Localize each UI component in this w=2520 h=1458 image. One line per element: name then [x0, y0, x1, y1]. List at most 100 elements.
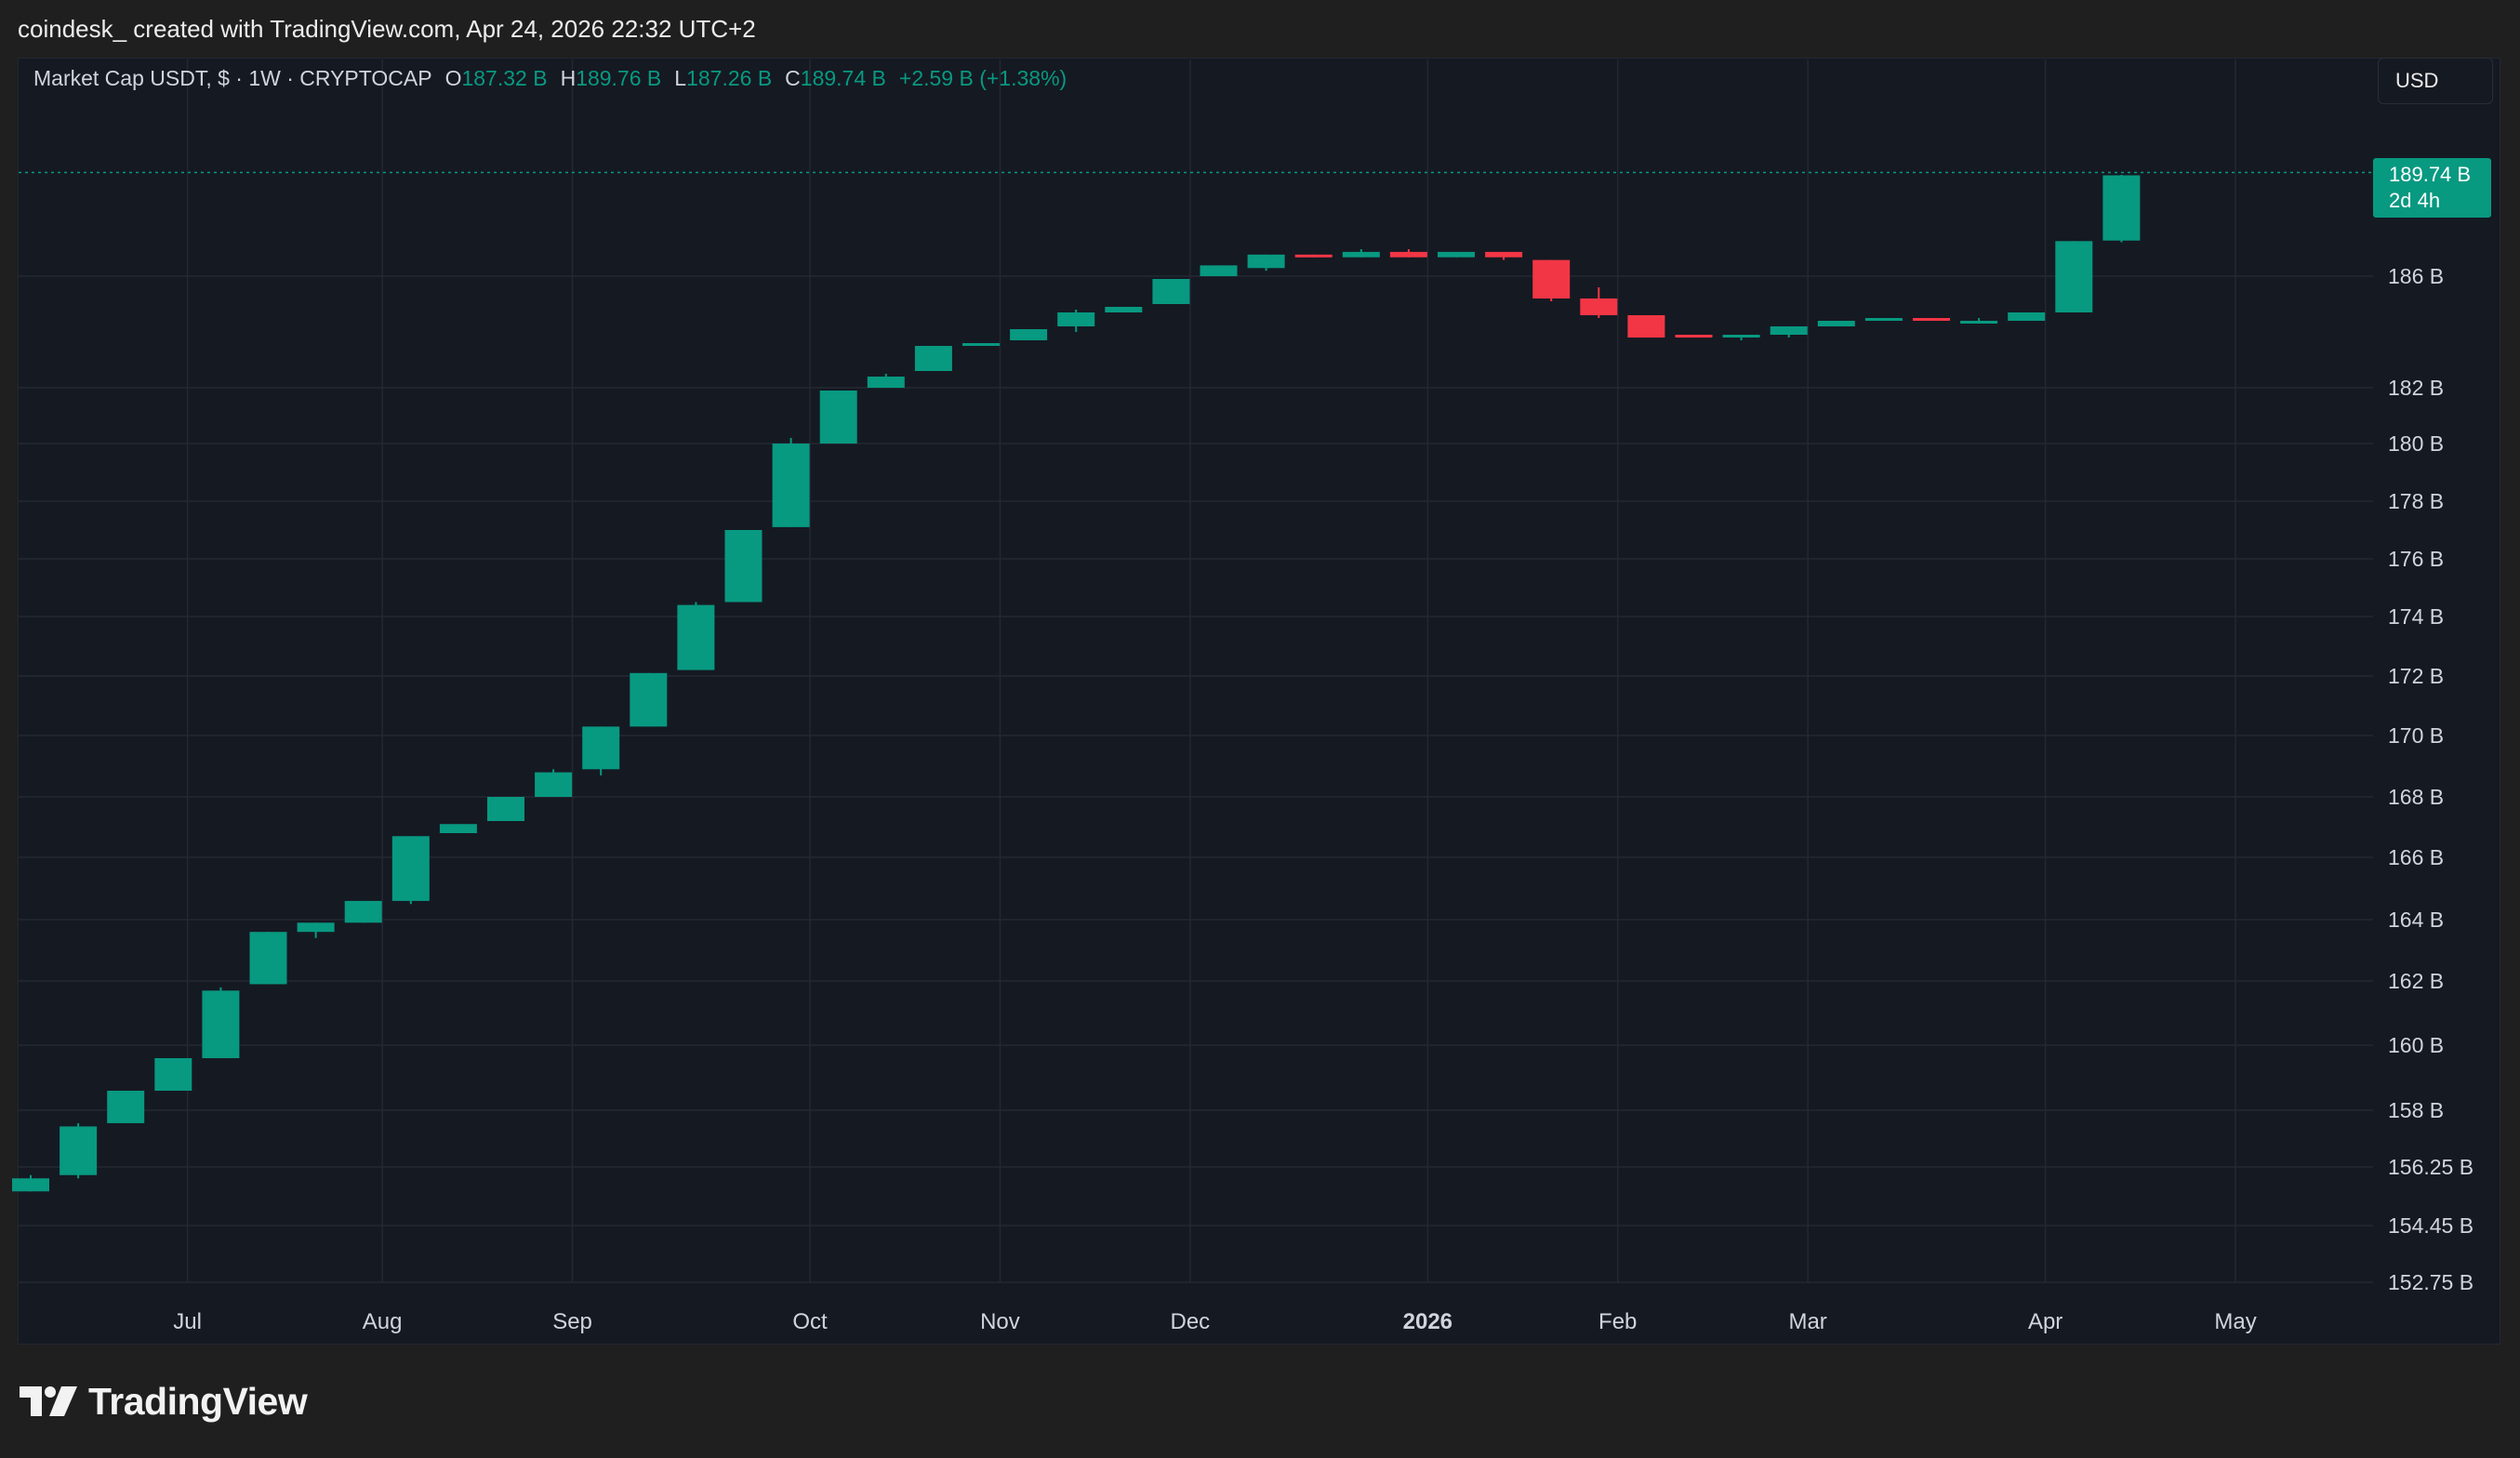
x-tick-label: Jul: [173, 1309, 202, 1334]
x-tick-label: Mar: [1788, 1309, 1826, 1334]
legend-high-label: H: [560, 66, 577, 90]
y-tick-label: 164 B: [2388, 908, 2444, 932]
candle-body: [2102, 175, 2141, 241]
x-tick-label: 2026: [1403, 1309, 1452, 1334]
candle-body: [1817, 321, 1855, 326]
candle[interactable]: [1247, 254, 1285, 272]
candle[interactable]: [962, 343, 1000, 346]
candle[interactable]: [439, 824, 477, 833]
candle-body: [1532, 259, 1571, 298]
tradingview-brand[interactable]: TradingView: [20, 1376, 308, 1426]
candle[interactable]: [1675, 335, 1713, 338]
candle[interactable]: [1627, 315, 1665, 338]
candle-body: [249, 932, 287, 985]
y-tick-label: 158 B: [2388, 1098, 2444, 1122]
y-tick-label: 156.25 B: [2388, 1155, 2474, 1179]
y-tick-label: 178 B: [2388, 489, 2444, 513]
candle-body: [630, 672, 668, 727]
candle[interactable]: [1200, 265, 1238, 276]
candle[interactable]: [202, 987, 240, 1058]
candle[interactable]: [914, 346, 952, 371]
candle[interactable]: [1389, 249, 1427, 258]
candle[interactable]: [1864, 318, 1903, 321]
candle[interactable]: [535, 769, 573, 797]
candle[interactable]: [487, 797, 524, 821]
candle[interactable]: [1722, 335, 1760, 340]
last-price-tag: 189.74 B 2d 4h: [2373, 158, 2491, 218]
candle-body: [202, 990, 240, 1058]
candle-body: [2008, 312, 2046, 321]
candle[interactable]: [867, 374, 905, 388]
candle-body: [487, 797, 524, 821]
candle[interactable]: [1532, 259, 1571, 301]
candle[interactable]: [724, 530, 763, 603]
candle[interactable]: [107, 1091, 145, 1123]
candle[interactable]: [1342, 249, 1380, 258]
candle[interactable]: [297, 922, 335, 938]
candle-body: [154, 1058, 192, 1091]
legend-open-value: 187.32 B: [461, 66, 548, 90]
candle[interactable]: [582, 726, 620, 775]
candle[interactable]: [1817, 321, 1855, 326]
y-tick-label: 186 B: [2388, 264, 2444, 288]
candle[interactable]: [1010, 329, 1048, 340]
candle-body: [914, 346, 952, 371]
y-tick-label: 168 B: [2388, 785, 2444, 809]
candle-body: [1057, 312, 1095, 326]
candle-body: [344, 900, 382, 923]
candle[interactable]: [391, 836, 430, 905]
candle[interactable]: [1438, 251, 1475, 258]
legend-low-value: 187.26 B: [686, 66, 773, 90]
chart-credit: coindesk_ created with TradingView.com, …: [18, 15, 756, 43]
legend-change: +2.59 B (+1.38%): [898, 66, 1068, 90]
candle-body: [724, 530, 763, 603]
candle-body: [1200, 265, 1238, 276]
currency-button[interactable]: USD: [2378, 58, 2493, 104]
candle[interactable]: [2102, 174, 2141, 243]
candle[interactable]: [249, 932, 287, 985]
top-bar: coindesk_ created with TradingView.com, …: [0, 0, 2520, 58]
candle[interactable]: [1057, 310, 1095, 332]
candle[interactable]: [1770, 326, 1808, 338]
candle[interactable]: [2055, 241, 2093, 312]
y-tick-label: 180 B: [2388, 431, 2444, 456]
candle-body: [1913, 318, 1950, 321]
candle[interactable]: [154, 1058, 192, 1091]
bar-countdown: 2d 4h: [2389, 189, 2441, 212]
candle[interactable]: [1960, 318, 1998, 324]
candle[interactable]: [1294, 254, 1333, 258]
y-tick-label: 152.75 B: [2388, 1270, 2474, 1294]
candle-body: [2055, 241, 2093, 312]
candle[interactable]: [60, 1122, 98, 1179]
y-tick-label: 166 B: [2388, 845, 2444, 869]
price-axis: 152.75 B 154.45 B 156.25 B 158 B 160 B 162 B 1…: [2388, 264, 2474, 1294]
candle[interactable]: [819, 391, 857, 444]
candle[interactable]: [12, 1174, 49, 1192]
candle[interactable]: [630, 672, 668, 727]
candles: [12, 174, 2141, 1192]
candle[interactable]: [1152, 279, 1190, 304]
legend-close-label: C: [785, 66, 801, 90]
candle-body: [1722, 335, 1760, 338]
bottom-bar: [0, 1345, 2520, 1458]
candle[interactable]: [1580, 287, 1618, 318]
candle[interactable]: [2008, 312, 2046, 321]
candle[interactable]: [1913, 318, 1950, 321]
candle[interactable]: [677, 602, 715, 670]
x-tick-label: Feb: [1598, 1309, 1637, 1334]
candle-body: [1627, 315, 1665, 338]
grid-lines: [19, 60, 2373, 1283]
candle[interactable]: [772, 438, 810, 527]
candle[interactable]: [1485, 251, 1523, 260]
candle[interactable]: [344, 900, 382, 923]
candle-body: [1247, 254, 1285, 269]
candle-body: [439, 824, 477, 833]
x-tick-label: Dec: [1170, 1309, 1210, 1334]
y-tick-label: 160 B: [2388, 1033, 2444, 1057]
candle-body: [819, 391, 857, 444]
candle-body: [1389, 251, 1427, 258]
candle[interactable]: [1105, 307, 1143, 312]
currency-label: USD: [2395, 69, 2439, 92]
x-tick-label: May: [2214, 1309, 2256, 1334]
